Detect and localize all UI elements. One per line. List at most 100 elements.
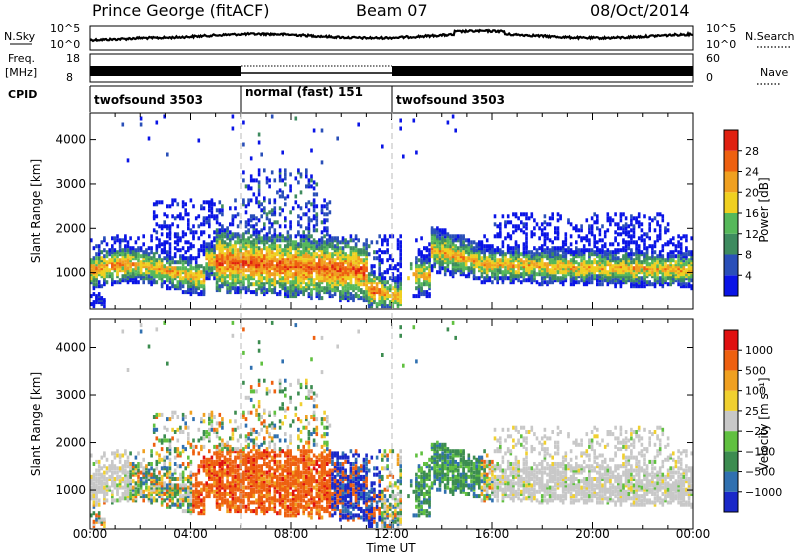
power-cell xyxy=(244,286,248,291)
velocity-cell xyxy=(150,466,153,471)
power-cell xyxy=(226,242,229,247)
power-cell xyxy=(559,270,562,275)
power-cell xyxy=(291,206,295,211)
power-cell xyxy=(278,290,282,295)
velocity-cell xyxy=(194,489,198,494)
power-cell xyxy=(97,244,101,249)
power-cell xyxy=(315,240,319,245)
power-cell xyxy=(273,264,277,269)
station-title: Prince George (fitACF) xyxy=(92,1,270,20)
velocity-cell xyxy=(192,500,195,505)
velocity-cell xyxy=(131,487,135,492)
power-cell xyxy=(90,268,93,273)
power-cell xyxy=(223,266,227,271)
power-cell xyxy=(399,272,402,277)
power-cell xyxy=(257,168,261,173)
power-cell xyxy=(299,216,303,221)
velocity-cell xyxy=(166,502,169,507)
power-cell xyxy=(506,258,510,263)
power-cell xyxy=(415,238,418,243)
power-cell xyxy=(525,212,528,217)
power-cell xyxy=(611,242,615,247)
power-cell xyxy=(310,218,313,223)
power-cell xyxy=(249,234,253,239)
power-cell xyxy=(270,170,274,175)
power-cell xyxy=(210,252,214,257)
power-cell xyxy=(454,252,457,257)
power-cell xyxy=(268,218,271,223)
power-cell xyxy=(179,212,182,217)
power-cell xyxy=(354,248,358,253)
power-cell xyxy=(383,276,387,281)
velocity-cell xyxy=(160,474,164,479)
velocity-cell xyxy=(92,504,96,509)
power-cell xyxy=(158,224,161,229)
velocity-cell xyxy=(155,483,159,488)
power-cell xyxy=(242,232,245,237)
power-cell xyxy=(352,238,355,243)
power-cell xyxy=(381,290,384,295)
power-cell xyxy=(346,282,350,287)
power-cell xyxy=(326,262,329,267)
power-cell xyxy=(299,238,303,243)
power-cell xyxy=(606,228,610,233)
power-cell xyxy=(194,282,198,287)
power-cell xyxy=(276,190,279,195)
power-cell xyxy=(349,234,353,239)
velocity-cell xyxy=(97,489,101,494)
power-cell xyxy=(336,252,339,257)
velocity-cell xyxy=(152,423,156,428)
power-cell xyxy=(658,264,662,269)
power-cell xyxy=(231,252,235,257)
velocity-cell xyxy=(142,466,145,471)
velocity-cell xyxy=(208,421,211,426)
velocity-cell xyxy=(105,477,109,481)
power-cell xyxy=(677,254,680,259)
power-cell xyxy=(255,280,258,285)
power-cell xyxy=(249,252,253,257)
velocity-cell xyxy=(202,459,206,464)
power-cell xyxy=(307,182,311,187)
power-cell xyxy=(567,246,570,251)
power-cell xyxy=(664,276,667,281)
power-cell xyxy=(417,258,421,263)
power-cell xyxy=(173,216,177,221)
power-cell xyxy=(286,234,290,239)
power-cell xyxy=(383,270,387,275)
velocity-cell xyxy=(121,496,125,501)
power-cell xyxy=(100,256,104,261)
velocity-cell xyxy=(184,485,187,490)
velocity-cell xyxy=(134,496,138,501)
power-cell xyxy=(263,246,266,251)
power-cell xyxy=(184,278,187,283)
power-cell xyxy=(181,266,185,271)
power-cell xyxy=(543,238,547,243)
power-cell xyxy=(284,202,287,207)
power-cell xyxy=(396,246,400,251)
power-cell xyxy=(286,252,290,257)
velocity-cell xyxy=(92,481,96,486)
power-cell xyxy=(105,242,109,247)
power-cell xyxy=(656,220,659,225)
power-cell xyxy=(242,120,245,125)
power-cell xyxy=(643,266,646,271)
power-cell xyxy=(564,252,568,257)
power-cell xyxy=(257,172,261,177)
velocity-cell xyxy=(134,483,138,488)
power-cell xyxy=(242,242,245,247)
power-cell xyxy=(611,250,615,255)
power-cell xyxy=(234,206,237,211)
power-cell xyxy=(517,224,520,229)
power-cell xyxy=(244,220,248,225)
velocity-cell xyxy=(103,524,106,528)
power-cell xyxy=(417,274,421,279)
power-cell xyxy=(535,258,539,263)
power-cell xyxy=(381,284,384,289)
velocity-cell xyxy=(192,494,195,499)
power-cell xyxy=(273,238,277,243)
velocity-cell xyxy=(158,472,161,477)
power-cell xyxy=(603,252,607,257)
power-cell xyxy=(485,244,489,249)
power-cell xyxy=(530,260,534,265)
power-cell xyxy=(624,240,628,245)
